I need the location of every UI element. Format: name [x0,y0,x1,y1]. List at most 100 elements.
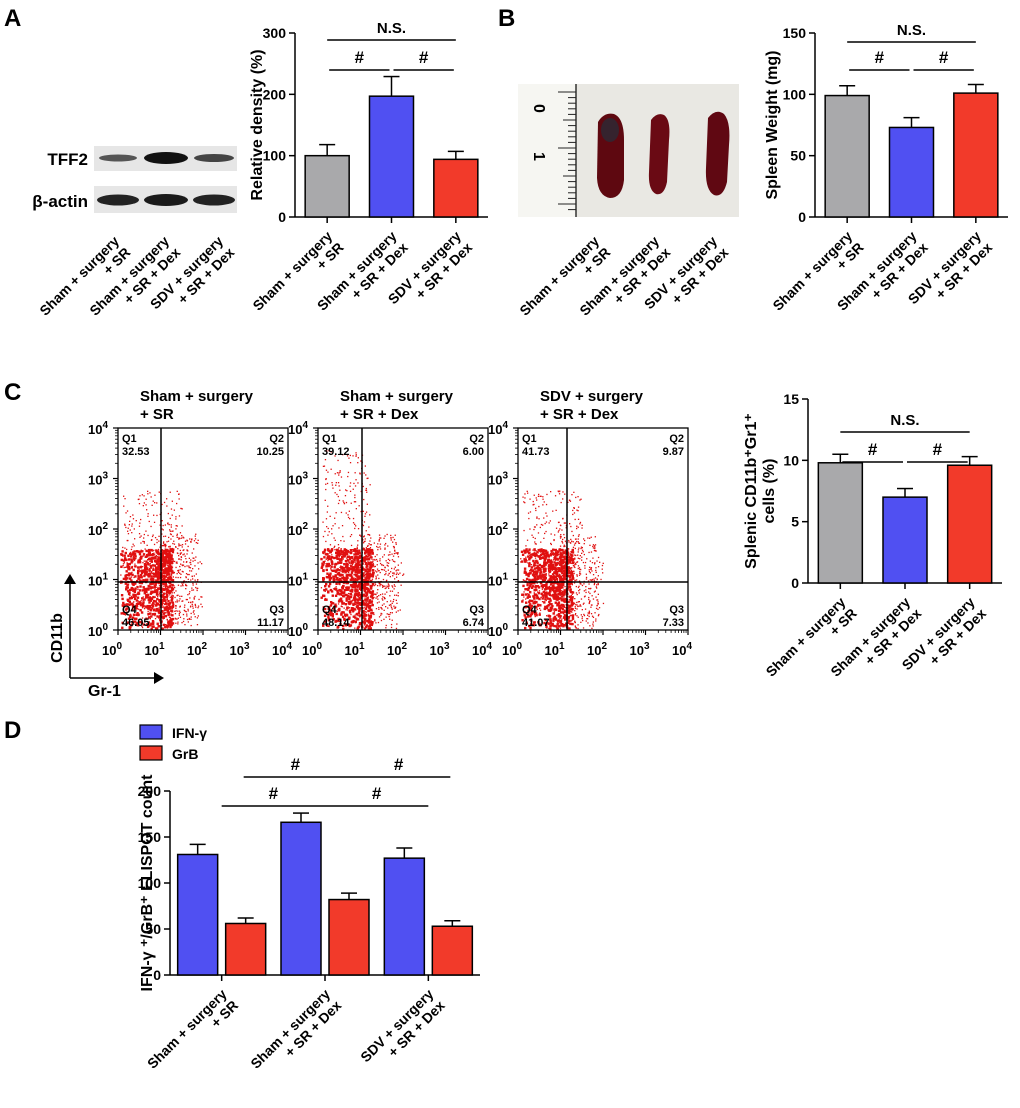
flow-dot [163,545,165,547]
flow-dot [193,540,196,542]
flow-dot [142,599,144,601]
flow-dot [578,542,580,544]
flow-dot [548,569,551,572]
flow-dot [578,580,581,582]
flow-dot [355,569,358,572]
flow-dot [131,573,134,577]
flow-dot [162,570,165,573]
flow-dot [534,596,536,599]
flow-dot [378,595,380,597]
flow-dot [142,623,146,626]
flow-dot [330,550,332,552]
flow-dot [363,624,366,626]
flow-dot [131,525,133,527]
flow-dot [355,575,357,577]
flow-dot [396,569,398,571]
flow-dot [544,562,548,565]
flow-dot [359,564,362,566]
flow-dot [369,607,371,609]
spleen [705,111,730,196]
flow-dot [323,594,326,598]
flow-dot [146,563,148,566]
panel-b-label: B [498,5,515,32]
flow-dot [391,612,393,614]
flow-dot [393,573,395,575]
flow-dot [164,608,166,610]
flow-dot [535,509,537,512]
flow-dot [529,498,531,500]
flow-dot [538,590,541,592]
flow-dot [544,605,547,609]
flow-dot [571,554,574,557]
flow-dot [136,607,138,610]
x-decade-label: 101 [144,641,164,658]
flow-dot [359,596,362,599]
flow-dot [126,573,129,577]
flow-dot [151,572,154,575]
flow-dot [543,501,545,503]
flow-dot [329,613,332,617]
flow-dot [347,588,350,591]
flow-dot [162,556,165,560]
flow-dot [559,562,563,565]
flow-dot [370,594,374,598]
flow-dot [561,549,563,551]
flow-dot [146,556,148,558]
flow-dot [534,570,538,573]
flow-dot [371,583,375,586]
flow-dot [368,549,371,552]
flow-dot [555,570,559,574]
flow-dot [567,583,569,586]
flow-dot [601,564,604,567]
flow-dot [582,551,584,553]
flow-dot [134,620,137,623]
flow-dot [347,559,350,562]
flow-dot [354,496,356,499]
flow-dot [376,602,379,604]
flow-dot [191,587,193,589]
flow-dot [395,573,397,576]
flow-dot [590,536,592,538]
flow-dot [540,596,542,598]
flow-dot [149,568,151,570]
flow-dot [371,588,373,590]
flow-dot [157,625,161,628]
flow-dot [569,562,571,564]
flow-dot [332,563,334,565]
flow-dot [156,615,159,618]
flow-dot [155,609,158,612]
flow-dot [536,499,538,501]
flow-dot [176,573,178,575]
flow-dot [345,569,348,573]
flow-dot [133,559,136,562]
flow-dot [568,621,570,624]
flow-dot [549,578,552,581]
flow-dot [362,559,364,561]
flow-dot [568,539,570,542]
flow-dot [568,571,571,575]
flow-dot [594,536,596,538]
flow-dot [570,604,573,606]
flow-dot [337,495,339,498]
flow-dot [162,524,164,527]
flow-dot [532,624,535,627]
flow-dot [168,551,170,553]
flow-dot [543,561,545,563]
flow-dot [364,626,368,629]
flow-dot [328,555,331,557]
flow-dot [348,510,350,512]
flow-dot [389,613,391,616]
flow-dot [563,571,567,574]
flow-dot [165,569,167,572]
flow-dot [526,560,528,562]
flow-dot [580,583,582,585]
flow-dot [555,626,557,628]
flow-dot [344,603,348,606]
flow-dot [563,589,566,592]
flow-dot [530,615,532,617]
flow-dot [547,608,550,612]
flow-dot [171,549,174,552]
flow-dot [172,590,174,592]
flow-dot [360,589,362,592]
